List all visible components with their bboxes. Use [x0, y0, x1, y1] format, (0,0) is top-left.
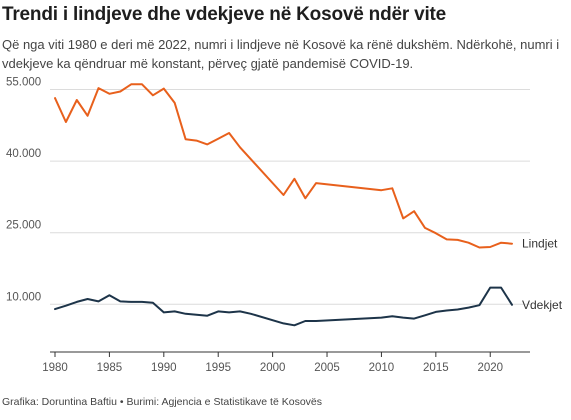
x-tick-label: 1995 [205, 362, 231, 374]
x-tick-label: 2020 [477, 362, 503, 374]
y-tick-label: 40.000 [6, 148, 41, 160]
source-note: Grafika: Doruntina Baftiu • Burimi: Agje… [2, 396, 322, 408]
y-tick-label: 55.000 [6, 77, 41, 89]
chart-title: Trendi i lindjeve dhe vdekjeve në Kosovë… [2, 4, 447, 25]
x-tick-label: 1990 [151, 362, 177, 374]
x-tick-label: 2000 [260, 362, 286, 374]
x-tick-label: 1980 [42, 362, 68, 374]
x-tick-label: 2015 [423, 362, 449, 374]
y-tick-label: 25.000 [6, 220, 41, 232]
chart-subtitle: Që nga viti 1980 e deri më 2022, numri i… [2, 37, 560, 71]
y-tick-label: 10.000 [6, 291, 41, 303]
series-line-vdekjet [54, 286, 513, 327]
x-axis: 1980 1985 1990 1995 2000 2005 2010 2015 2020 [42, 351, 530, 374]
gridlines [50, 89, 530, 305]
series-label-vdekjet: Vdekjet [522, 298, 563, 312]
series-line-lindjet [54, 83, 513, 249]
x-tick-label: 1985 [97, 362, 123, 374]
series-labels: Lindjet Vdekjet [522, 237, 563, 312]
series-lines [54, 83, 513, 327]
x-tick-label: 2005 [314, 362, 340, 374]
series-label-lindjet: Lindjet [522, 237, 558, 251]
y-axis-ticks: 10.000 25.000 40.000 55.000 [6, 77, 41, 304]
x-tick-label: 2010 [369, 362, 395, 374]
